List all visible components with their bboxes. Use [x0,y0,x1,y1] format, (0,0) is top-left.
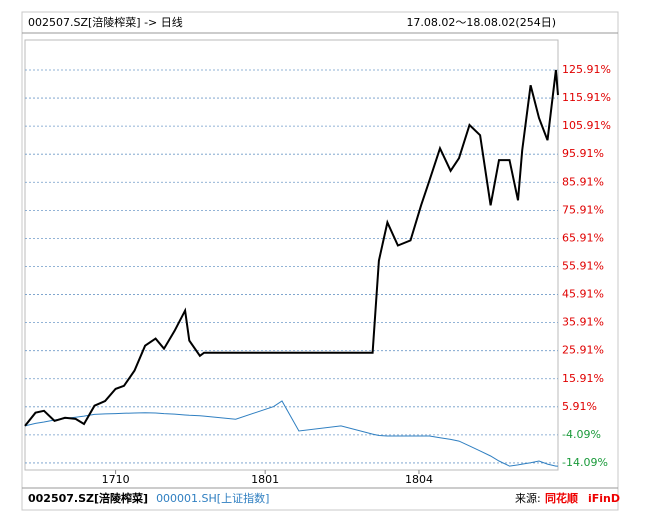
x-tick-label: 1801 [251,473,279,486]
legend-entry: 002507.SZ[涪陵榨菜] [28,491,148,505]
chart-subtitle: 17.08.02～18.08.02(254日) [406,16,556,29]
y-tick-label: 45.91% [562,288,604,301]
y-tick-label: 5.91% [562,400,597,413]
y-tick-label: 115.91% [562,91,611,104]
series-line [24,400,558,467]
x-tick-label: 1804 [405,473,433,486]
source-brand: 同花顺 [545,491,578,505]
frame [21,11,619,511]
source-label: 来源: [515,491,541,505]
y-tick-label: 55.91% [562,259,604,272]
y-tick-label: -4.09% [562,428,601,441]
y-tick-label: 125.91% [562,63,611,76]
y-tick-label: 75.91% [562,203,604,216]
legend-entry: 000001.SH[上证指数] [156,491,269,505]
chart-title: 002507.SZ[涪陵榨菜] -> 日线 [28,15,183,29]
y-tick-label: 95.91% [562,147,604,160]
y-tick-label: -14.09% [562,456,608,469]
x-tick-label: 1710 [102,473,130,486]
series-line [24,69,559,427]
y-tick-label: 85.91% [562,175,604,188]
source-product: iFinD [588,492,620,505]
y-tick-label: 25.91% [562,344,604,357]
y-tick-label: 35.91% [562,316,604,329]
y-tick-label: 15.91% [562,372,604,385]
y-tick-label: 65.91% [562,231,604,244]
y-tick-label: 105.91% [562,119,611,132]
plot-border [24,39,559,471]
